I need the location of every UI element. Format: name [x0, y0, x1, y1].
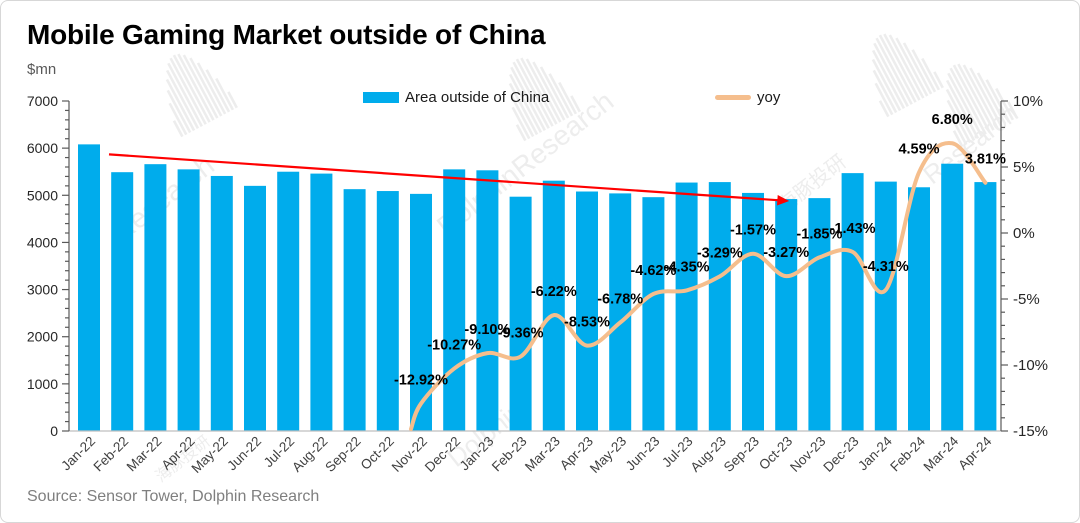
left-axis-tick-label: 5000 — [27, 187, 58, 203]
bar-Oct-22 — [376, 191, 399, 431]
right-axis-tick-label: 5% — [1013, 159, 1035, 176]
bar-Apr-23 — [576, 191, 598, 431]
right-axis-tick-label: 10% — [1013, 93, 1043, 110]
bar-May-23 — [609, 193, 632, 431]
bar-Jan-23 — [476, 170, 499, 432]
left-axis-tick-label: 2000 — [27, 329, 58, 345]
bar-Aug-23 — [708, 182, 731, 431]
yoy-label-Jul-23: -4.35% — [664, 259, 710, 275]
bar-Feb-23 — [509, 196, 532, 431]
bar-Mar-22 — [144, 164, 167, 431]
bar-Nov-22 — [410, 193, 432, 431]
yoy-label-Oct-23: -3.27% — [763, 245, 809, 261]
bar-Feb-22 — [111, 172, 134, 431]
x-axis-label-Feb-24: Feb-24 — [887, 433, 928, 474]
yoy-label-Apr-24: 3.81% — [965, 152, 1006, 168]
x-axis-label-Jan-22: Jan-22 — [58, 434, 98, 474]
bar-May-22 — [210, 175, 233, 431]
x-axis-label-May-23: May-23 — [587, 434, 629, 476]
watermark-feather-icon — [508, 57, 581, 142]
x-axis-label-Aug-22: Aug-22 — [289, 434, 330, 475]
yoy-label-Dec-23: -1.43% — [830, 221, 876, 237]
bar-Dec-22 — [443, 169, 466, 431]
bar-Sep-23 — [742, 192, 764, 431]
yoy-label-Jan-24: -4.31% — [863, 259, 909, 275]
yoy-label-Aug-23: -3.29% — [697, 245, 743, 261]
yoy-label-Nov-23: -1.85% — [796, 226, 842, 242]
bar-Apr-22 — [177, 169, 200, 431]
right-axis-tick-label: -5% — [1013, 291, 1040, 308]
yoy-label-May-23: -6.78% — [597, 291, 643, 307]
bar-Jul-23 — [675, 182, 698, 431]
right-axis-tick-label: 0% — [1013, 225, 1035, 242]
left-axis-tick-label: 4000 — [27, 234, 58, 250]
yoy-label-Mar-23: -6.22% — [531, 284, 577, 300]
bar-Feb-24 — [908, 187, 930, 431]
x-axis-label-Aug-23: Aug-23 — [688, 434, 729, 475]
yoy-label-Feb-23: -9.36% — [498, 326, 544, 342]
x-axis-label-Apr-24: Apr-24 — [955, 433, 995, 473]
right-axis-tick-label: -10% — [1013, 357, 1048, 374]
x-axis-label-Sep-23: Sep-23 — [721, 434, 762, 475]
yoy-data-labels: -12.92% -10.27%-9.10%-9.36% -6.22% -8.53% -6… — [394, 112, 1006, 388]
source-note: Source: Sensor Tower, Dolphin Research — [27, 488, 320, 505]
trend-arrow — [108, 153, 790, 206]
x-axis-label-Dec-23: Dec-23 — [820, 434, 861, 475]
x-axis-label-Mar-23: Mar-23 — [522, 434, 563, 475]
x-axis-label-Nov-23: Nov-23 — [787, 434, 828, 475]
left-axis-unit-label: $mn — [27, 61, 57, 78]
chart-title: Mobile Gaming Market outside of China — [27, 19, 546, 50]
right-axis-tick-label: -15% — [1013, 423, 1048, 440]
bar-Dec-23 — [841, 173, 864, 431]
bar-Mar-23 — [542, 180, 565, 431]
yoy-label-Apr-23: -8.53% — [564, 315, 610, 331]
x-axis-label-Nov-22: Nov-22 — [389, 434, 430, 475]
watermark-feather-icon — [165, 53, 238, 138]
bar-Jan-24 — [874, 181, 897, 431]
left-axis-tick-label: 3000 — [27, 282, 58, 298]
yoy-label-Mar-24: 6.80% — [932, 112, 973, 128]
bar-Mar-24 — [941, 163, 964, 431]
bar-Jul-22 — [277, 171, 300, 431]
left-axis-tick-label: 6000 — [27, 140, 58, 156]
bar-Jan-22 — [78, 144, 100, 431]
left-axis-tick-label: 7000 — [27, 93, 58, 109]
watermark-feather-icon — [871, 33, 944, 118]
x-axis-label-Jan-24: Jan-24 — [855, 433, 895, 473]
left-axis-tick-label: 0 — [50, 423, 58, 439]
x-axis-label-Jun-23: Jun-23 — [623, 434, 663, 474]
bar-Apr-24 — [974, 182, 997, 431]
yoy-label-Sep-23: -1.57% — [730, 223, 776, 239]
yoy-line — [409, 141, 988, 431]
yoy-label-Dec-22: -10.27% — [427, 338, 481, 354]
x-axis-label-Sep-22: Sep-22 — [322, 434, 363, 475]
yoy-label-Jun-23: -4.62% — [630, 263, 676, 279]
bar-series — [78, 144, 997, 432]
bar-Jun-23 — [642, 197, 665, 431]
bar-Oct-23 — [775, 199, 798, 431]
yoy-label-Jan-23: -9.10% — [464, 322, 510, 338]
yoy-label-Nov-22: -12.92% — [394, 373, 448, 389]
bar-Jun-22 — [244, 185, 266, 431]
x-axis-label-Jun-22: Jun-22 — [224, 434, 264, 474]
x-axis-label-Feb-22: Feb-22 — [90, 434, 131, 475]
trend-arrow-head-icon — [776, 194, 790, 206]
left-axis-tick-label: 1000 — [27, 376, 58, 392]
x-axis-label-Mar-24: Mar-24 — [920, 433, 961, 474]
bar-Aug-22 — [310, 173, 333, 431]
watermark-feather-icon — [945, 63, 1018, 148]
yoy-label-Feb-24: 4.59% — [898, 141, 939, 157]
bar-Sep-22 — [343, 189, 366, 431]
